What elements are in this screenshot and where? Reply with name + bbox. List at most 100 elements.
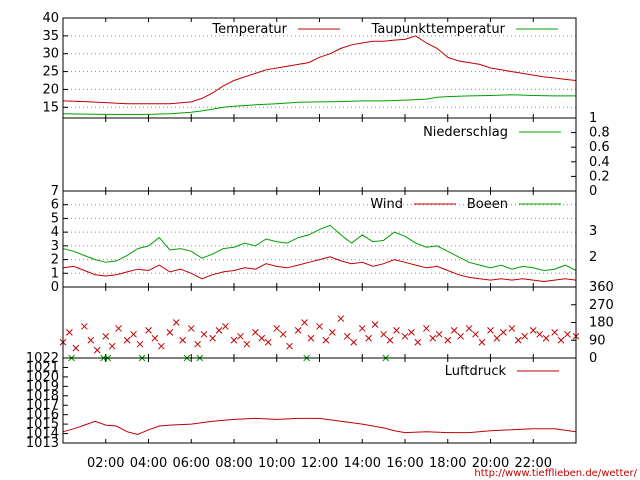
legend-label: Temperatur: [211, 22, 287, 37]
y-tick-label: 1016: [26, 408, 59, 423]
y-tick-label: 1015: [26, 417, 59, 432]
data-point: [264, 338, 272, 346]
data-point: [358, 325, 366, 332]
y-tick-label: 2: [51, 253, 59, 268]
data-point: [465, 325, 473, 332]
panel-frame: [62, 357, 577, 444]
y-tick-label: 180: [589, 316, 614, 331]
data-point: [166, 329, 174, 336]
data-point: [179, 336, 187, 344]
y-tick-label: 0.8: [589, 126, 610, 141]
data-point: [93, 346, 101, 354]
legend-label: Niederschlag: [423, 125, 508, 140]
data-point: [371, 321, 379, 328]
x-tick-label: 18:00: [429, 456, 466, 471]
data-point: [87, 336, 95, 344]
y-tick-label: 1013: [26, 436, 59, 451]
series-line-boeen: [62, 224, 577, 272]
data-point: [557, 336, 565, 344]
data-point: [564, 330, 571, 338]
y-tick-label: 1021: [26, 360, 59, 375]
data-point: [172, 319, 180, 326]
data-point: [108, 342, 116, 350]
data-point: [414, 338, 422, 346]
x-tick-label: 22:00: [515, 456, 552, 471]
data-point: [542, 334, 550, 342]
data-point: [337, 315, 345, 322]
legend-label: Boeen: [467, 197, 508, 212]
data-point: [435, 330, 443, 338]
data-point: [194, 340, 202, 348]
data-point: [401, 332, 409, 340]
right-label: 2: [589, 250, 597, 265]
panel-frame: [62, 286, 577, 359]
data-point: [521, 332, 529, 340]
y-tick-label: 1: [51, 266, 59, 281]
y-tick-label: 0.2: [589, 169, 610, 184]
x-tick-label: 14:00: [344, 456, 381, 471]
series-line-wind: [62, 256, 577, 283]
data-point: [222, 323, 229, 330]
data-point: [350, 338, 358, 346]
data-point: [499, 329, 507, 336]
y-tick-label: 0: [589, 351, 597, 366]
y-tick-label: 0.4: [589, 155, 610, 170]
data-point: [237, 332, 244, 340]
data-point: [136, 340, 144, 348]
series-line-luftdruck: [62, 417, 577, 436]
data-point: [279, 330, 287, 338]
y-tick-label: 40: [42, 11, 59, 26]
y-tick-label: 1019: [26, 379, 59, 394]
data-point: [252, 329, 259, 336]
legend-label: Luftdruck: [445, 364, 507, 379]
y-tick-label: 25: [42, 65, 59, 80]
x-tick-label: 10:00: [258, 456, 295, 471]
data-point: [81, 323, 88, 330]
y-tick-label: 1014: [26, 427, 59, 442]
data-point: [380, 330, 387, 338]
y-tick-label: 1022: [26, 351, 59, 366]
y-tick-label: 0.6: [589, 140, 610, 155]
data-point: [514, 336, 522, 344]
data-point: [102, 332, 110, 340]
series-line-taupunkttemperatur: [62, 94, 576, 115]
x-tick-label: 20:00: [472, 456, 509, 471]
data-point: [115, 325, 122, 332]
data-point: [423, 325, 430, 332]
y-tick-label: 0: [51, 280, 59, 295]
data-point: [151, 334, 159, 342]
credit-link[interactable]: http://www.tiefflieben.de/wetter/: [474, 468, 637, 479]
data-point: [393, 327, 400, 334]
y-tick-label: 1018: [26, 389, 59, 404]
data-point: [343, 332, 351, 340]
data-point: [408, 329, 415, 336]
data-point: [536, 330, 544, 338]
y-tick-label: 360: [589, 280, 614, 295]
series-direction-0: [59, 315, 580, 354]
y-tick-label: 20: [42, 82, 59, 97]
series-line-temperatur: [62, 35, 577, 105]
y-tick-label: 35: [42, 29, 59, 44]
panel-pressure: 1013101410151016101710181019102010211022…: [26, 351, 577, 451]
data-point: [130, 330, 137, 338]
y-tick-label: 270: [589, 298, 614, 313]
y-tick-label: 1: [589, 111, 597, 126]
y-tick-label: 6: [51, 198, 59, 213]
y-tick-label: 1017: [26, 398, 59, 413]
data-point: [444, 336, 452, 344]
y-tick-label: 30: [42, 47, 59, 62]
data-point: [450, 327, 458, 334]
y-tick-label: 15: [42, 100, 59, 115]
data-point: [316, 323, 323, 330]
data-point: [200, 330, 208, 338]
panel-precipitation: 00.20.40.60.81 Niederschlag: [62, 111, 610, 199]
data-point: [286, 342, 293, 350]
x-tick-label: 04:00: [130, 456, 167, 471]
data-point: [386, 336, 394, 344]
data-point: [365, 334, 373, 342]
data-point: [123, 336, 131, 344]
y-tick-label: 90: [589, 333, 606, 348]
y-tick-label: 4: [51, 225, 59, 240]
